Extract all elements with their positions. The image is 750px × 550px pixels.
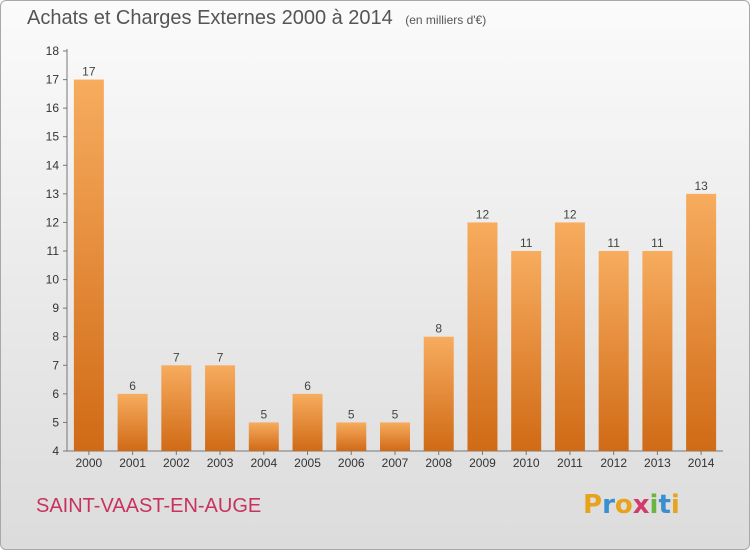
x-tick-label: 2011 (557, 456, 583, 470)
x-tick-label: 2003 (207, 456, 234, 470)
logo-letter: r (602, 490, 615, 520)
x-tick-label: 2009 (469, 456, 496, 470)
bar-2004 (248, 422, 279, 451)
data-label-2007: 5 (392, 407, 399, 421)
bar-2002 (161, 365, 192, 451)
data-label-2001: 6 (129, 379, 136, 393)
bars-layer (73, 79, 717, 452)
logo-letter: i (649, 490, 659, 520)
y-tick-label: 5 (52, 415, 59, 429)
data-label-2014: 13 (694, 179, 708, 193)
bar-2013 (642, 251, 673, 451)
y-tick-label: 11 (47, 244, 60, 258)
logo-letter: i (670, 490, 680, 520)
x-tick-label: 2004 (250, 456, 277, 470)
bar-2003 (205, 365, 236, 451)
data-label-2003: 7 (217, 350, 224, 364)
logo-letter: t (658, 490, 671, 520)
bar-2007 (380, 422, 410, 451)
data-label-2006: 5 (348, 407, 355, 421)
y-tick-label: 18 (46, 44, 60, 58)
x-tick-label: 2012 (600, 456, 627, 470)
labels-layer: 2000 17 2001 6 2002 7 2003 7 2004 5 2005 6 2006 5 2007… (76, 65, 715, 470)
x-tick-label: 2006 (338, 456, 365, 470)
chart-title: Achats et Charges Externes 2000 à 2014 (27, 7, 393, 29)
commune-name: SAINT-VAAST-EN-AUGE (36, 495, 262, 517)
x-tick-label: 2008 (425, 456, 452, 470)
logo-letter: o (614, 490, 633, 520)
logo-letter: x (632, 490, 650, 520)
bar-2005 (292, 393, 323, 451)
data-label-2008: 8 (435, 322, 442, 336)
x-tick-label: 2007 (382, 456, 409, 470)
data-label-2010: 11 (520, 236, 533, 250)
y-tick-label: 14 (46, 158, 60, 172)
x-tick-label: 2005 (294, 456, 321, 470)
x-tick-label: 2000 (76, 456, 103, 470)
bar-2001 (117, 393, 148, 451)
data-label-2002: 7 (173, 350, 180, 364)
bar-2006 (336, 422, 367, 451)
bar-2010 (511, 251, 542, 451)
y-tick-label: 8 (52, 330, 59, 344)
y-tick-label: 17 (46, 73, 60, 87)
data-label-2011: 12 (563, 207, 577, 221)
bar-2009 (467, 222, 498, 451)
x-tick-label: 2010 (513, 456, 540, 470)
y-tick-label: 15 (46, 130, 60, 144)
y-tick-label: 16 (46, 101, 60, 115)
data-label-2013: 11 (651, 236, 664, 250)
bar-2008 (423, 336, 454, 451)
data-label-2004: 5 (260, 407, 267, 421)
y-tick-label: 12 (46, 215, 60, 229)
data-label-2009: 12 (476, 207, 490, 221)
data-label-2000: 17 (82, 65, 96, 79)
logo-letter: P (583, 490, 603, 520)
bar-2012 (598, 251, 629, 451)
bar-2014 (686, 193, 717, 451)
y-tick-label: 7 (52, 358, 59, 372)
y-tick-label: 13 (46, 187, 60, 201)
y-tick-label: 10 (46, 273, 60, 287)
chart-unit-label: (en milliers d'€) (405, 13, 487, 27)
y-tick-label: 6 (52, 387, 59, 401)
bar-2011 (554, 222, 585, 451)
x-tick-label: 2014 (688, 456, 715, 470)
y-tick-label: 4 (52, 444, 59, 458)
data-label-2005: 6 (304, 379, 311, 393)
title-row: Achats et Charges Externes 2000 à 2014 (… (27, 7, 486, 30)
x-tick-label: 2013 (644, 456, 671, 470)
bar-2000 (73, 79, 104, 452)
y-tick-label: 9 (52, 301, 59, 315)
x-tick-label: 2002 (163, 456, 190, 470)
data-label-2012: 11 (607, 236, 620, 250)
x-tick-label: 2001 (119, 456, 146, 470)
proxiti-logo[interactable]: Proxiti (583, 490, 680, 520)
